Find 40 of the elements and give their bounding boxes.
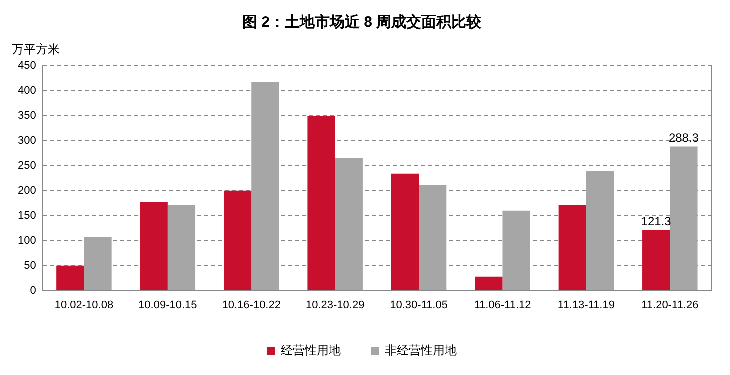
x-tick-label: 10.30-11.05 [390, 299, 448, 312]
y-tick-label: 50 [24, 260, 36, 272]
bar [168, 205, 196, 290]
bar [56, 266, 84, 290]
bar [140, 202, 168, 290]
bar [252, 82, 280, 290]
data-label: 121.3 [641, 214, 672, 229]
x-tick-label: 11.06-11.12 [474, 299, 532, 312]
y-tick-label: 200 [18, 184, 36, 197]
x-tick-label: 10.09-10.15 [138, 299, 198, 312]
y-tick-label: 0 [30, 284, 36, 297]
x-tick-label: 10.02-10.08 [54, 299, 114, 312]
y-tick-label: 250 [18, 160, 36, 172]
bar [642, 230, 670, 290]
y-tick-label: 450 [18, 60, 36, 72]
bar [670, 146, 698, 290]
x-tick-label: 11.13-11.19 [558, 299, 615, 312]
y-tick-label: 150 [18, 210, 36, 222]
bar [308, 116, 336, 290]
y-tick-label: 300 [18, 134, 36, 147]
y-tick-label: 350 [18, 110, 36, 122]
bar [475, 276, 503, 290]
bar [391, 174, 420, 290]
legend-label: 经营性用地 [281, 343, 341, 358]
y-tick-label: 100 [18, 234, 36, 247]
x-tick-label: 10.16-10.22 [222, 299, 281, 312]
y-tick-label: 400 [18, 85, 36, 98]
bar [224, 190, 252, 290]
bar [586, 171, 614, 290]
chart-title: 图 2：土地市场近 8 周成交面积比较 [242, 13, 483, 32]
bar [84, 237, 112, 290]
x-tick-label: 10.23-10.29 [306, 299, 365, 312]
legend-label: 非经营性用地 [385, 343, 457, 358]
x-tick-label: 11.20-11.26 [642, 299, 699, 312]
data-label: 288.3 [668, 131, 700, 146]
bar [335, 158, 363, 290]
bar [419, 185, 447, 290]
y-axis-title: 万平方米 [12, 42, 60, 56]
bar [502, 210, 530, 290]
bar [558, 205, 586, 290]
